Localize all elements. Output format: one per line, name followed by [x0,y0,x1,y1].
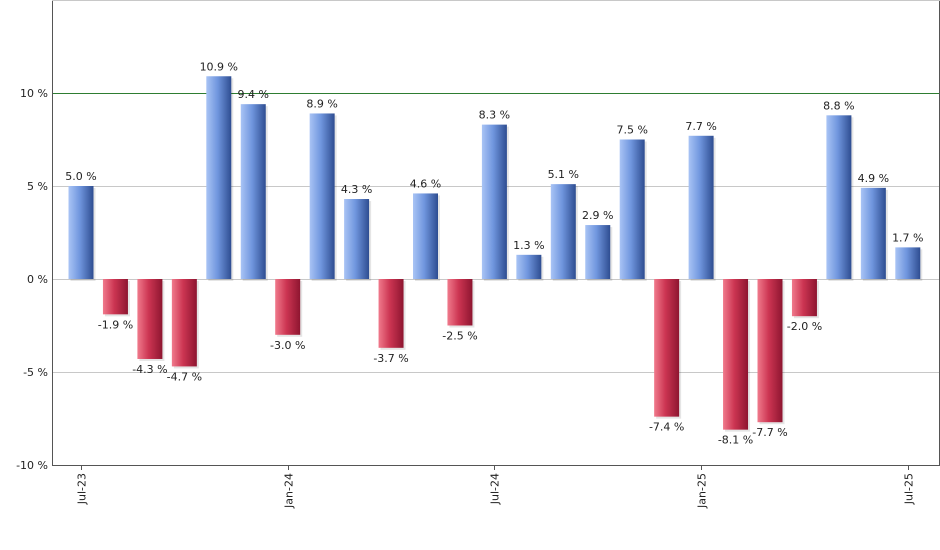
data-label: 4.3 % [341,183,372,196]
data-label: -2.0 % [787,320,822,333]
bar-positive [413,193,438,279]
bar-negative [447,279,473,326]
data-label: 7.5 % [616,124,647,137]
data-label: -3.0 % [270,339,305,352]
data-label: 5.1 % [548,168,579,181]
bar-positive [619,139,645,279]
data-label: 1.7 % [892,231,923,244]
y-tick-label: 5 % [27,180,48,193]
bar-negative [378,279,404,348]
data-label: 1.3 % [513,239,544,252]
bar-negative [654,279,680,417]
value-labels: 5.0 % -1.9 % -4.3 %-4.7 % 10.9 % 9.4 % -3.0 %… [65,60,923,446]
y-tick-label: -5 % [23,366,48,379]
bar-positive [585,225,611,279]
bar-positive [688,135,714,279]
data-label: -1.9 % [98,318,133,331]
data-label: 8.3 % [479,109,510,122]
data-label: -4.3 % [132,363,167,376]
bars [68,76,923,432]
bar-positive [826,115,852,279]
bar-negative [275,279,301,335]
y-tick-label: 10 % [20,87,48,100]
bar-positive [344,199,370,279]
data-label: -4.7 % [167,370,202,383]
data-label: 9.4 % [238,88,269,101]
bar-positive [550,184,576,279]
bar-positive [68,186,94,279]
data-label: -2.5 % [442,330,477,343]
x-tick-label: Jan-24 [283,473,296,509]
x-tick-label: Jan-25 [696,473,709,509]
data-label: -3.7 % [373,352,408,365]
bar-positive [516,254,542,279]
data-label: 8.8 % [823,99,854,112]
bar-negative [791,279,817,317]
data-label: 2.9 % [582,209,613,222]
y-tick-label: 0 % [27,273,48,286]
bar-positive [206,76,232,279]
data-label: 4.9 % [858,172,889,185]
bar-positive [895,247,921,279]
bar-positive [481,124,507,280]
bar-negative [171,279,197,367]
data-label: 7.7 % [685,120,716,133]
data-label: -8.1 % [718,434,753,447]
data-label: 4.6 % [410,177,441,190]
data-label: 10.9 % [200,60,238,73]
data-label: -7.7 % [752,426,787,439]
bar-positive [860,187,886,279]
data-label: -7.4 % [649,421,684,434]
bar-negative [757,279,783,423]
y-tick-label: -10 % [16,459,48,472]
data-label: 5.0 % [65,170,96,183]
bar-negative [137,279,163,359]
tick-labels: 10 % 5 % 0 % -5 % -10 % Jul-23 Jan-24 Jul-24 Jan… [16,87,915,509]
bar-negative [723,279,749,430]
bar-negative [102,279,128,315]
bar-positive [309,113,335,280]
x-tick-label: Jul-23 [76,473,89,505]
data-label: 8.9 % [306,97,337,110]
bar-positive [240,104,266,279]
x-tick-label: Jul-24 [489,473,502,505]
x-tick-label: Jul-25 [903,473,916,505]
